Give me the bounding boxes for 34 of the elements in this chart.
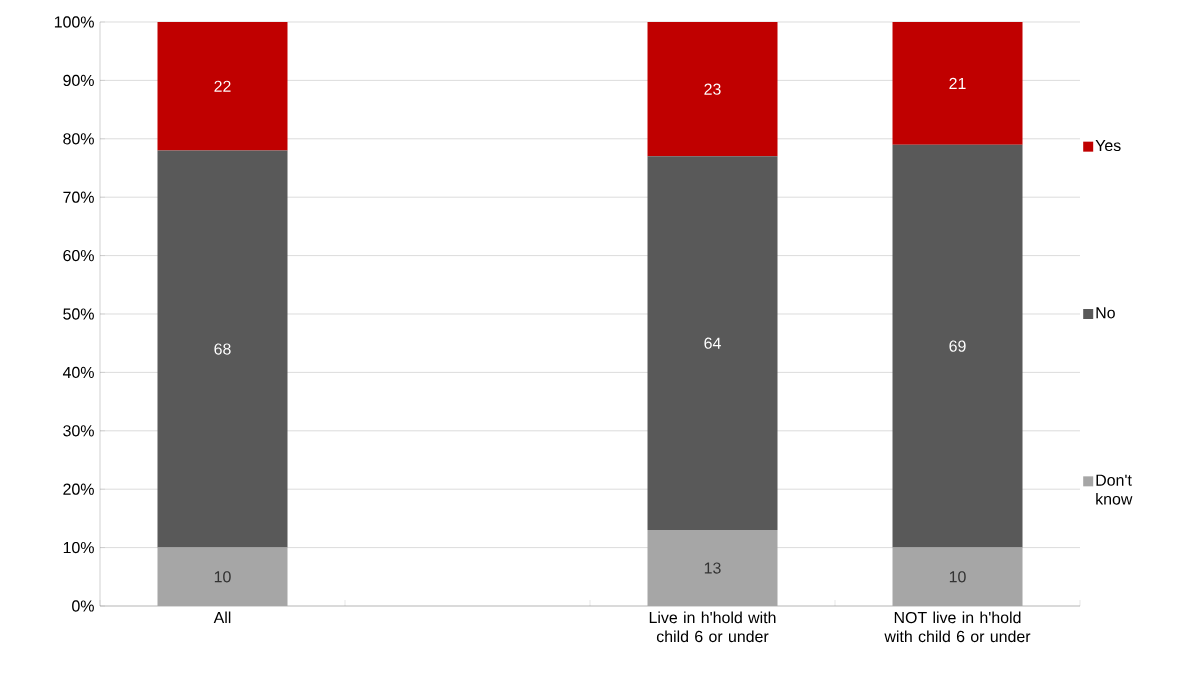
y-tick-label: 60% bbox=[63, 249, 94, 262]
x-tick-label: Live in h'hold with child 6 or under bbox=[649, 611, 776, 643]
y-tick-label: 80% bbox=[63, 133, 94, 145]
data-label: 22 bbox=[214, 80, 231, 92]
bar bbox=[647, 156, 778, 531]
y-tick-label: 40% bbox=[62, 366, 94, 379]
data-label: 64 bbox=[704, 337, 721, 349]
y-tick-label: 70% bbox=[63, 191, 94, 203]
bar bbox=[157, 547, 288, 606]
y-tick-label: 100% bbox=[54, 16, 94, 28]
y-tick-label: 10% bbox=[63, 541, 94, 554]
y-tick-label: 20% bbox=[63, 483, 94, 495]
legend-label: Yes bbox=[1095, 139, 1121, 152]
y-tick-label: 50% bbox=[63, 308, 94, 320]
data-label: 13 bbox=[704, 562, 721, 574]
legend-label: Don't know bbox=[1096, 474, 1133, 505]
x-tick-label: NOT live in h'hold with child 6 or under bbox=[884, 611, 1031, 643]
data-label: 69 bbox=[949, 340, 966, 352]
bar bbox=[892, 547, 1023, 606]
bar bbox=[157, 21, 288, 151]
x-tick-label: All bbox=[213, 611, 231, 624]
bar bbox=[892, 144, 1023, 548]
data-label: 21 bbox=[949, 77, 966, 89]
data-label: 23 bbox=[704, 83, 721, 95]
y-tick-label: 30% bbox=[63, 425, 94, 437]
data-label: 68 bbox=[214, 343, 231, 355]
bar bbox=[157, 150, 288, 548]
y-tick-label: 0% bbox=[72, 600, 94, 612]
data-label: 10 bbox=[214, 571, 231, 583]
bar bbox=[892, 21, 1023, 145]
legend-label: No bbox=[1096, 307, 1115, 319]
data-label: 10 bbox=[949, 571, 966, 583]
bar bbox=[647, 21, 778, 157]
y-tick-label: 90% bbox=[63, 74, 94, 87]
